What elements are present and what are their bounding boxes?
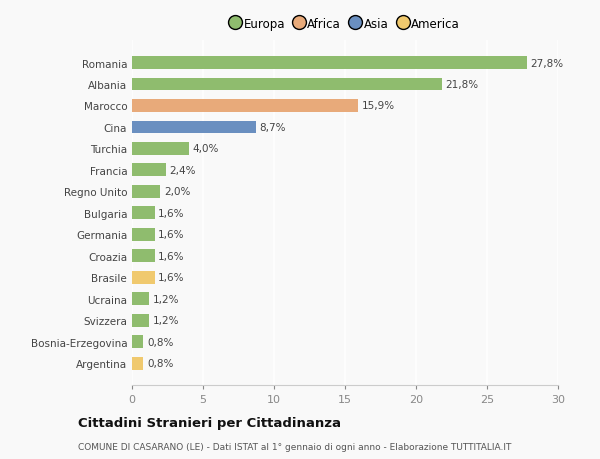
Bar (132, 143, 189, 156)
Text: 1,2%: 1,2% (152, 316, 179, 325)
Legend: Europa, Africa, Asia, America: Europa, Africa, Asia, America (226, 13, 464, 35)
Bar (132, 57, 527, 70)
Text: 21,8%: 21,8% (445, 80, 478, 90)
Bar (132, 271, 155, 284)
Bar (132, 314, 149, 327)
Bar (132, 121, 256, 134)
Text: Cittadini Stranieri per Cittadinanza: Cittadini Stranieri per Cittadinanza (78, 416, 341, 429)
Text: 0,8%: 0,8% (147, 358, 173, 369)
Bar (132, 357, 143, 370)
Text: 2,0%: 2,0% (164, 187, 190, 197)
Text: 8,7%: 8,7% (259, 123, 286, 133)
Bar (132, 229, 155, 241)
Bar (132, 207, 155, 220)
Text: 1,6%: 1,6% (158, 273, 185, 283)
Bar (132, 185, 160, 198)
Bar (132, 336, 143, 348)
Text: 15,9%: 15,9% (361, 101, 394, 111)
Text: 1,6%: 1,6% (158, 208, 185, 218)
Bar (132, 250, 155, 263)
Text: 27,8%: 27,8% (530, 58, 563, 68)
Bar (132, 293, 149, 306)
Bar (132, 100, 358, 113)
Text: 1,6%: 1,6% (158, 230, 185, 240)
Text: 0,8%: 0,8% (147, 337, 173, 347)
Text: 4,0%: 4,0% (193, 144, 219, 154)
Text: 1,6%: 1,6% (158, 252, 185, 261)
Text: 1,2%: 1,2% (152, 294, 179, 304)
Bar (132, 78, 442, 91)
Text: COMUNE DI CASARANO (LE) - Dati ISTAT al 1° gennaio di ogni anno - Elaborazione T: COMUNE DI CASARANO (LE) - Dati ISTAT al … (78, 442, 511, 451)
Bar (132, 164, 166, 177)
Text: 2,4%: 2,4% (170, 166, 196, 175)
